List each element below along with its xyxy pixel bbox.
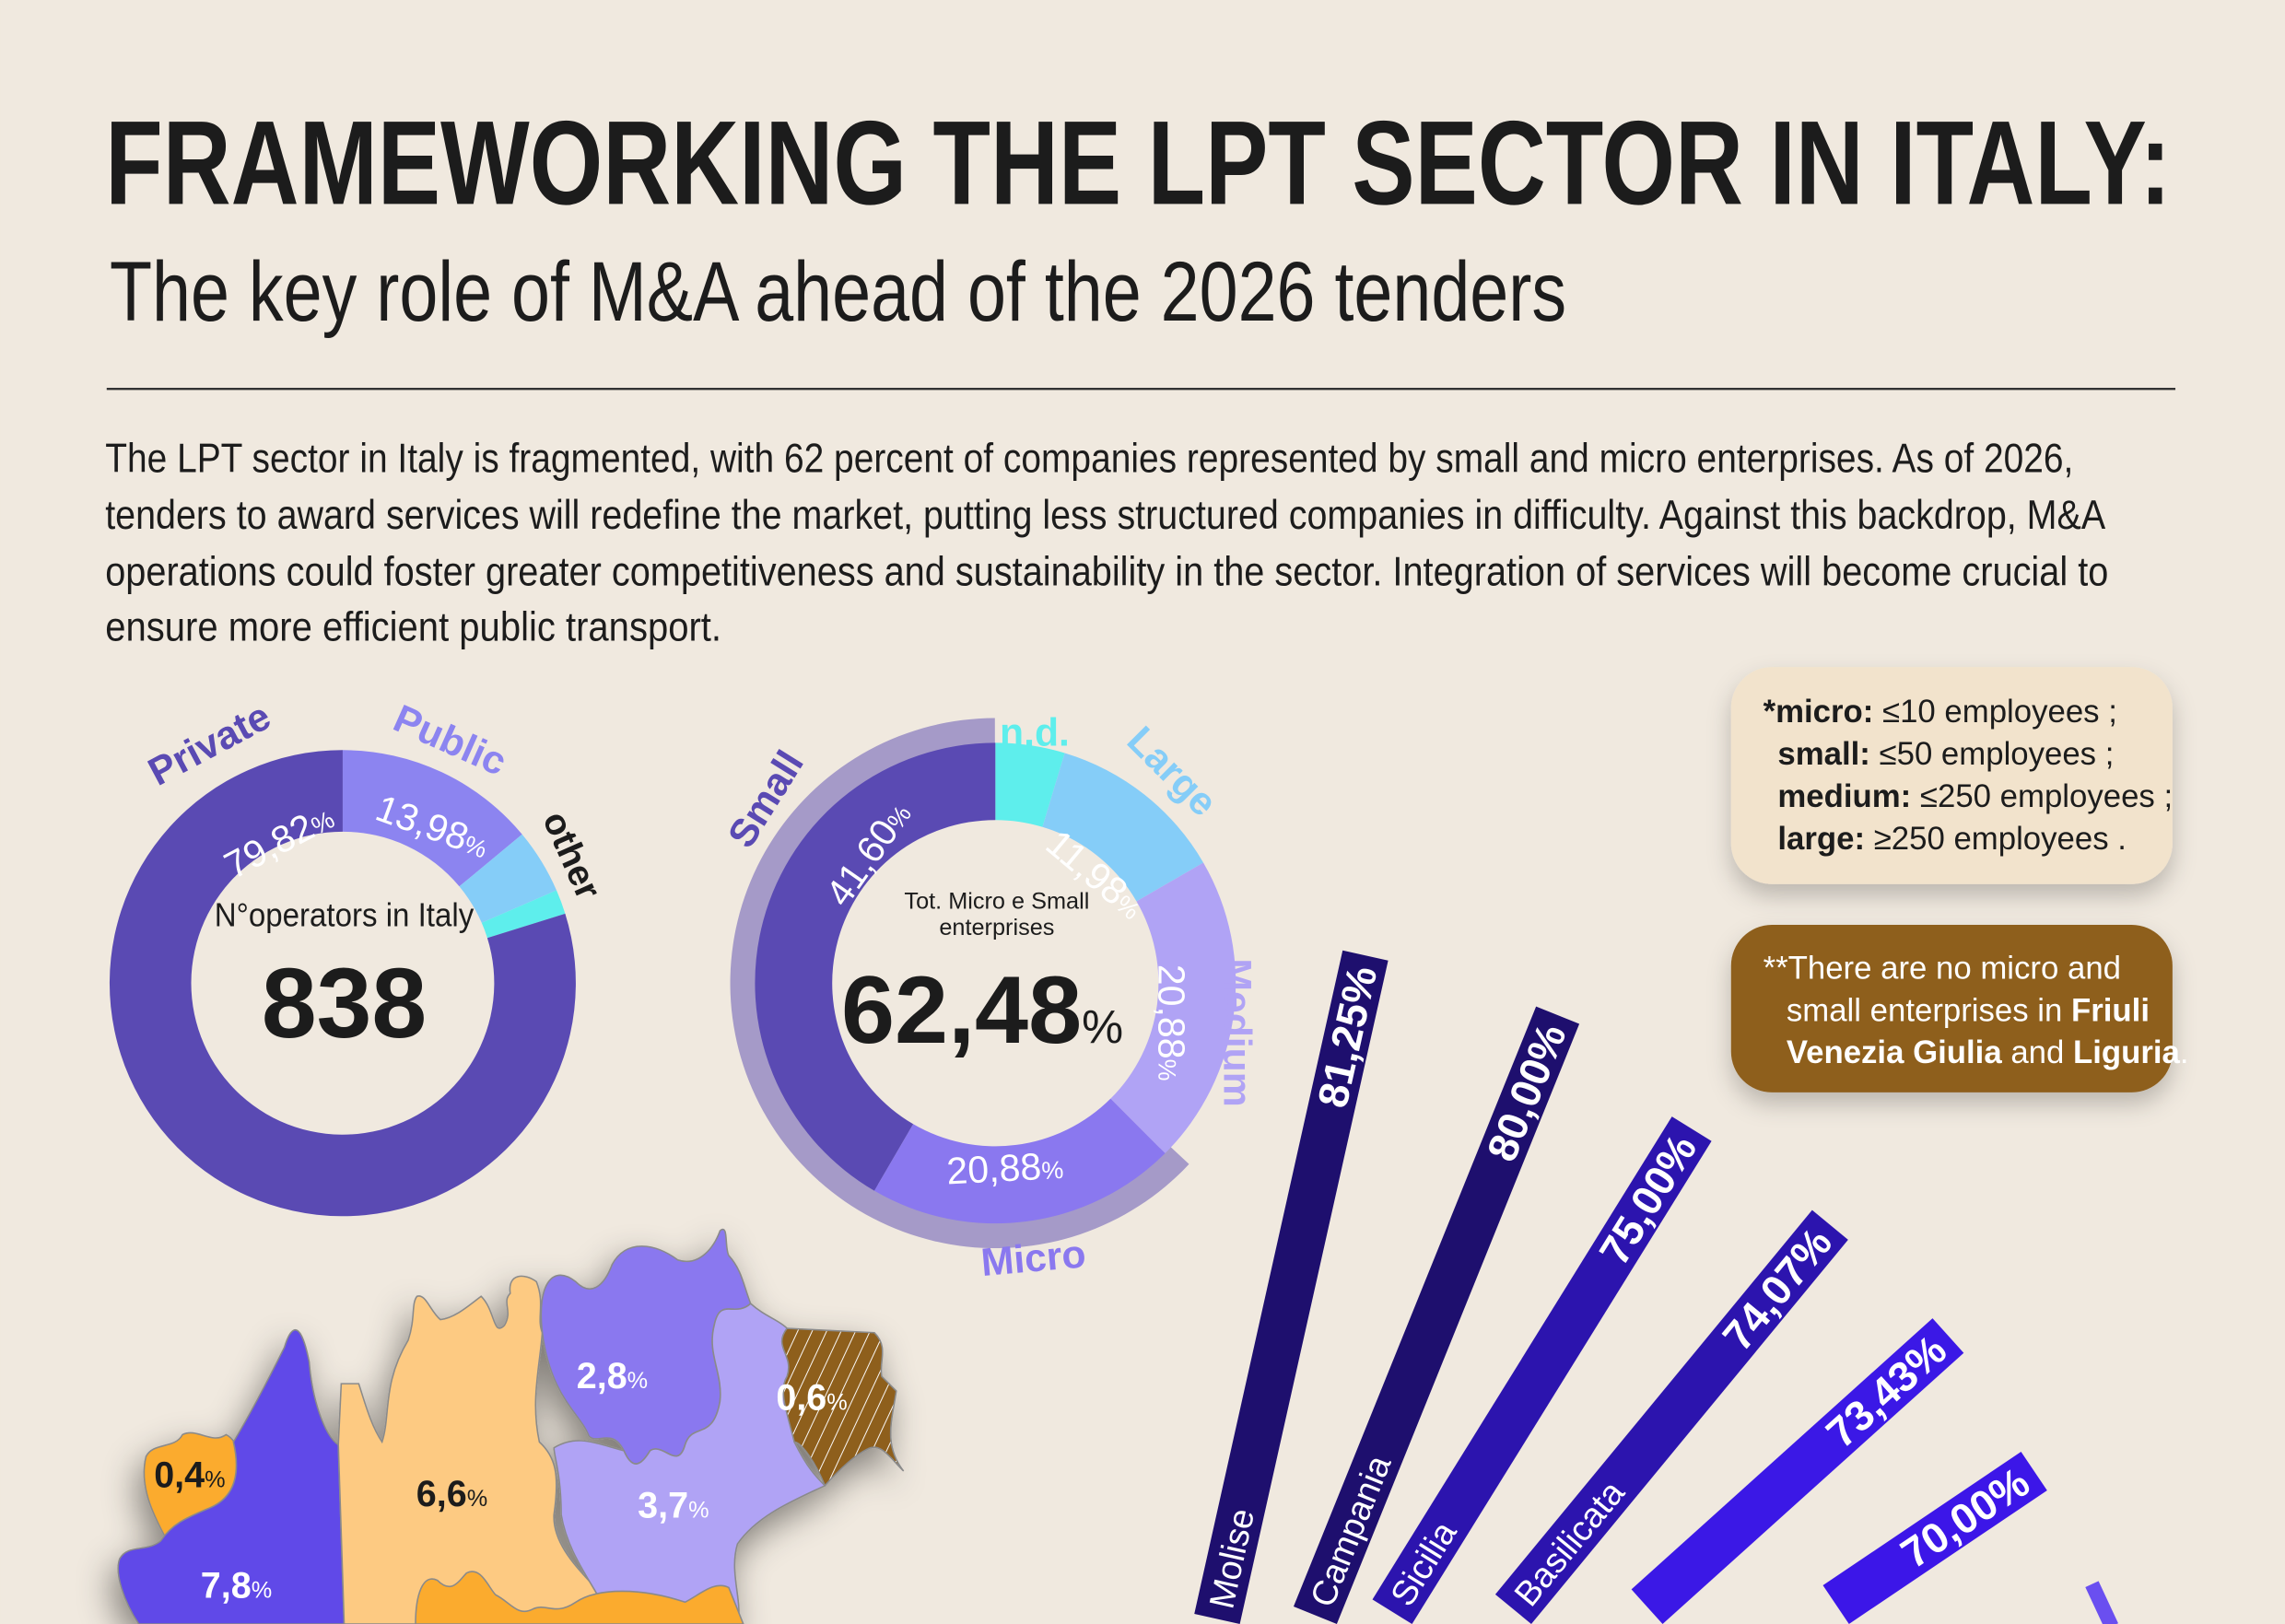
page-title: FRAMEWORKING THE LPT SECTOR IN ITALY: xyxy=(105,97,2171,229)
slice-value-medium: 20,88% xyxy=(1150,964,1192,1081)
donut-slice xyxy=(873,1098,1166,1224)
donut-center-label: Tot. Micro e Small xyxy=(904,889,1089,915)
intro-line: operations could foster greater competit… xyxy=(105,550,2108,595)
bar xyxy=(1822,1452,2047,1624)
slice-name-medium: Medium xyxy=(1215,958,1260,1106)
map-labels: 0,4% 7,8% 6,6% 2,8% 3,7% 0,6% xyxy=(154,1356,848,1606)
legend-line-micro: *micro: ≤10 employees ; xyxy=(1764,695,2117,730)
map-region-label: 2,8% xyxy=(577,1356,648,1396)
bar xyxy=(2085,1581,2119,1624)
donut-slice xyxy=(755,742,996,1191)
map-region xyxy=(415,1571,744,1624)
donut-center-value: 62,48% xyxy=(841,957,1123,1064)
note-box: **There are no micro and small enterpris… xyxy=(1730,925,2189,1092)
donut-slice xyxy=(109,750,576,1217)
donut-slice xyxy=(481,890,566,939)
bar xyxy=(1194,950,1389,1624)
map-region xyxy=(117,1329,346,1624)
intro-line: ensure more efficient public transport. xyxy=(105,605,721,650)
size-legend-box: *micro: ≤10 employees ; small: ≤50 emplo… xyxy=(1730,667,2173,884)
donut-slice xyxy=(459,834,557,923)
legend-line-large: large: ≥250 employees . xyxy=(1777,822,2127,857)
map-region-label: 0,6% xyxy=(776,1378,847,1419)
map-region-hatched xyxy=(780,1327,905,1488)
donut-center-value: 838 xyxy=(262,948,427,1058)
donut-center-label: enterprises xyxy=(939,915,1054,941)
map-region-label: 3,7% xyxy=(638,1486,709,1526)
donut-slice xyxy=(342,750,522,887)
note-line: small enterprises in Friuli xyxy=(1787,993,2150,1028)
intro-line: The LPT sector in Italy is fragmented, w… xyxy=(105,436,2073,481)
donut-slice xyxy=(1042,753,1204,902)
enterprise-size-donut-chart xyxy=(730,718,1236,1249)
legend-line-small: small: ≤50 employees ; xyxy=(1777,737,2114,772)
donut-slice xyxy=(1110,862,1236,1153)
bar xyxy=(1293,1006,1580,1624)
slice-name-nd: n.d. xyxy=(1000,711,1070,755)
italy-map xyxy=(117,1228,905,1624)
page-subtitle: The key role of M&A ahead of the 2026 te… xyxy=(110,245,1566,339)
legend-line-medium: medium: ≤250 employees ; xyxy=(1777,779,2173,814)
operators-donut-chart xyxy=(109,750,576,1217)
donut-center-label: N°operators in Italy xyxy=(215,896,475,934)
map-region-label: 0,4% xyxy=(154,1455,225,1495)
bar xyxy=(1372,1116,1712,1624)
intro-line: tenders to award services will redefine … xyxy=(105,493,2105,538)
map-region-label: 6,6% xyxy=(416,1474,487,1514)
highlight-band xyxy=(730,718,1189,1249)
donut-slice xyxy=(995,742,1065,827)
intro-paragraph: The LPT sector in Italy is fragmented, w… xyxy=(105,436,2108,649)
slice-value-micro: 20,88% xyxy=(945,1144,1064,1193)
map-region-label: 7,8% xyxy=(201,1566,272,1606)
bar-group xyxy=(2085,1581,2119,1624)
slice-name-micro: Micro xyxy=(979,1232,1088,1285)
note-line: Venezia Giulia and Liguria. xyxy=(1787,1035,2189,1070)
map-region xyxy=(553,1303,826,1624)
bar xyxy=(1494,1209,1848,1624)
map-region xyxy=(337,1275,614,1624)
bar xyxy=(1631,1318,1964,1624)
note-line: **There are no micro and xyxy=(1764,952,2121,987)
